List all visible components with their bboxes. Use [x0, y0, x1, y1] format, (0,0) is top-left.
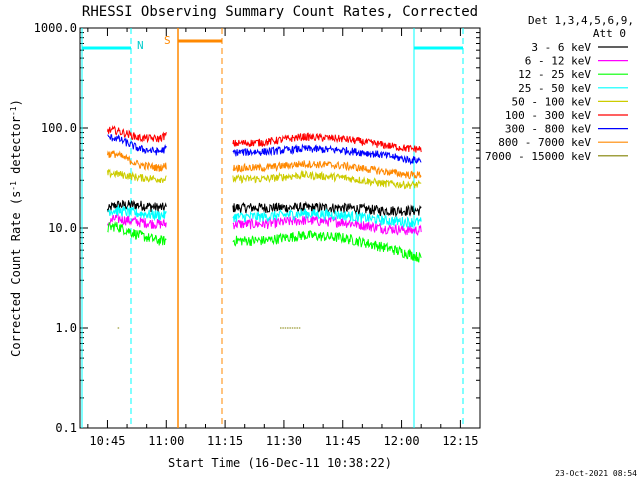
series-line-1-seg2: [232, 214, 422, 236]
legend-label: 7000 - 15000 keV: [485, 150, 591, 163]
x-tick-label: 11:45: [325, 434, 361, 448]
series-lines: [107, 125, 422, 329]
y-axis: 0.1 1.0 10.0 100.0 1000.0: [34, 21, 480, 435]
y-axis-label: Corrected Count Rate (s-1 detector-1): [9, 99, 24, 357]
y-axis-label-sup2: -1: [9, 106, 18, 116]
x-tick-label: 10:45: [89, 434, 125, 448]
series-line-7-seg2: [232, 160, 422, 180]
legend-label: 12 - 25 keV: [518, 68, 591, 81]
legend-header1: Det 1,3,4,5,6,9,: [528, 14, 634, 27]
x-axis: 10:45 11:00 11:15 11:30 11:45 12:00 12:15: [87, 28, 481, 448]
series-line-0-seg1: [107, 199, 167, 213]
legend-label: 6 - 12 keV: [525, 55, 592, 68]
legend-header2: Att 0: [593, 27, 626, 40]
series-line-3-seg2: [232, 208, 422, 229]
series-line-2-seg1: [107, 220, 167, 246]
saa-label: S: [164, 34, 171, 47]
legend-label: 800 - 7000 keV: [498, 136, 591, 149]
x-tick-label: 12:00: [384, 434, 420, 448]
legend-label: 25 - 50 keV: [518, 82, 591, 95]
y-tick-label: 10.0: [48, 221, 77, 235]
series-line-3-seg1: [107, 204, 167, 222]
legend-label: 50 - 100 keV: [512, 95, 592, 108]
y-axis-label-end: ): [9, 99, 23, 106]
series-line-6-seg1: [107, 134, 167, 156]
series-line-4-seg1: [107, 168, 167, 184]
legend-label: 300 - 800 keV: [505, 123, 591, 136]
series-line-4-seg2: [232, 169, 422, 190]
x-axis-label: Start Time (16-Dec-11 10:38:22): [168, 456, 392, 470]
x-tick-label: 12:15: [442, 434, 478, 448]
series-line-2-seg2: [232, 230, 422, 263]
footer-timestamp: 23-Oct-2021 08:54: [555, 469, 637, 478]
y-axis-label-sup: -1: [9, 181, 18, 191]
series-line-6-seg2: [232, 143, 422, 166]
chart-title: RHESSI Observing Summary Count Rates, Co…: [82, 4, 478, 20]
y-tick-label: 0.1: [55, 421, 77, 435]
series-line-5-seg1: [107, 125, 167, 144]
x-tick-label: 11:15: [207, 434, 243, 448]
y-axis-label-text: Corrected Count Rate (s: [9, 191, 23, 357]
series-line-5-seg2: [232, 132, 422, 153]
y-axis-label-mid: detector: [9, 116, 23, 181]
y-tick-label: 100.0: [41, 121, 77, 135]
legend-label: 100 - 300 keV: [505, 109, 591, 122]
x-tick-label: 11:00: [148, 434, 184, 448]
y-tick-label: 1000.0: [34, 21, 77, 35]
legend-label: 3 - 6 keV: [531, 41, 591, 54]
series-line-7-seg1: [107, 150, 167, 172]
annotations: N S: [81, 28, 464, 428]
x-tick-label: 11:30: [266, 434, 302, 448]
night-label: N: [137, 39, 144, 52]
y-tick-label: 1.0: [55, 321, 77, 335]
